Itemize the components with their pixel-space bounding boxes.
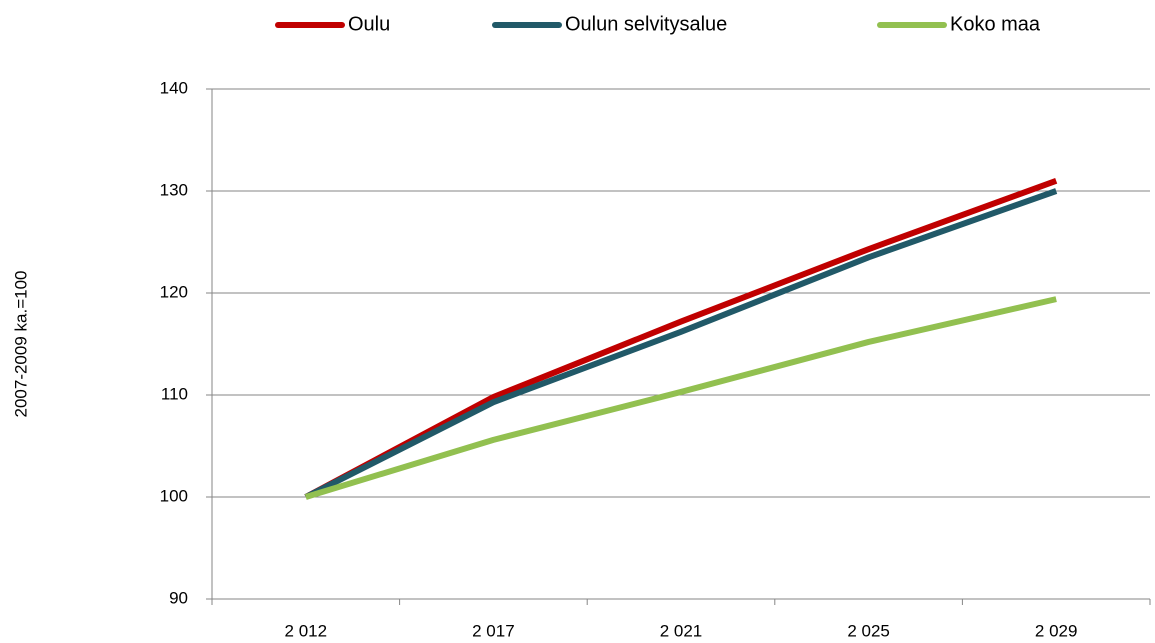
x-tick-label: 2 012 [285, 621, 328, 640]
series-line [304, 188, 1058, 500]
series-line [304, 296, 1057, 500]
x-tick-label: 2 025 [847, 621, 890, 640]
x-tick-label: 2 029 [1035, 621, 1078, 640]
y-tick-label: 130 [160, 180, 188, 199]
y-tick-label: 120 [160, 282, 188, 301]
series-line [304, 177, 1058, 500]
legend-label: Koko maa [950, 13, 1041, 35]
legend-label: Oulu [348, 13, 390, 35]
x-tick-label: 2 021 [660, 621, 703, 640]
y-tick-label: 140 [160, 78, 188, 97]
x-tick-label: 2 017 [472, 621, 515, 640]
y-tick-label: 90 [169, 588, 188, 607]
y-tick-label: 100 [160, 486, 188, 505]
y-axis-label: 2007-2009 ka.=100 [11, 271, 30, 418]
y-tick-label: 110 [161, 384, 188, 403]
legend-label: Oulun selvitysalue [565, 13, 727, 35]
